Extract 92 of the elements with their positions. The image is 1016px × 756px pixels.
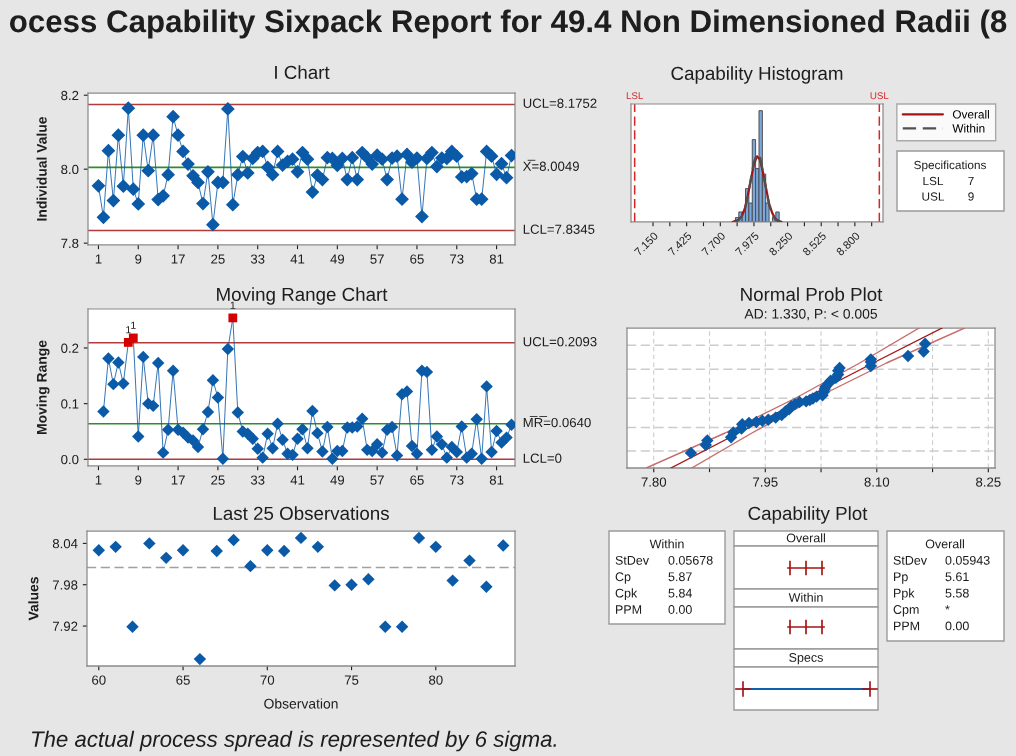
x-tick-label: 60 xyxy=(92,675,106,685)
text: Within xyxy=(788,592,823,602)
annotation: 1 xyxy=(126,326,131,334)
y-tick-label: 0.0 xyxy=(61,454,79,465)
text: StDev xyxy=(615,555,649,565)
x-tick-label: 70 xyxy=(260,675,275,685)
text: StDev xyxy=(893,555,927,565)
y-tick-label: 0.1 xyxy=(61,399,79,409)
text: 0.00 xyxy=(945,621,969,631)
x-tick-label: 80 xyxy=(429,675,443,685)
text: 5.61 xyxy=(945,572,969,582)
y-tick-label: 8.0 xyxy=(61,164,79,175)
y-tick-label: 7.92 xyxy=(52,621,78,631)
x-tick-label: 81 xyxy=(489,475,504,485)
text: * xyxy=(945,605,950,610)
x-tick-label: 17 xyxy=(171,475,185,485)
text: ocess Capability Sixpack Report for 49.4 Non Dimensioned Radii (8 xyxy=(9,9,1007,39)
y-tick-label: 7.98 xyxy=(52,580,78,590)
x-axis-title: Observation xyxy=(264,698,338,709)
x-tick-label: 25 xyxy=(211,475,225,485)
x-tick-label: 41 xyxy=(290,475,305,485)
ref-line-label: LCL=7.8345 xyxy=(523,224,595,234)
x-tick-label: 1 xyxy=(95,254,102,264)
text: Overall xyxy=(786,533,825,543)
x-tick-label: 1 xyxy=(95,475,102,485)
ref-line-label: USL xyxy=(870,92,889,100)
text: PPM xyxy=(616,605,642,614)
x-tick-label: 73 xyxy=(450,475,464,485)
x-tick-label: 57 xyxy=(370,254,384,264)
x-tick-label: 41 xyxy=(290,254,305,264)
x-tick-label: 9 xyxy=(135,475,142,485)
text: LSL xyxy=(923,176,944,186)
x-tick-label: 73 xyxy=(450,254,464,264)
text: Capability Plot xyxy=(748,506,868,524)
text: 0.05943 xyxy=(945,555,990,565)
text: 5.87 xyxy=(668,572,692,582)
x-tick-label: 8.25 xyxy=(976,477,1001,487)
x-tick-label: 65 xyxy=(176,675,190,685)
text: PPM xyxy=(894,621,920,631)
text: 5.84 xyxy=(668,588,692,598)
text: Cp xyxy=(615,572,631,584)
chart-title: Capability Histogram xyxy=(671,66,843,84)
x-tick-label: 33 xyxy=(250,475,265,485)
text: 0.05678 xyxy=(668,555,713,565)
text: 7 xyxy=(968,176,974,186)
x-tick-label: 33 xyxy=(250,254,265,264)
x-tick-label: 49 xyxy=(330,475,345,485)
x-tick-label: 7.80 xyxy=(641,477,667,487)
y-axis-title: Moving Range xyxy=(36,340,50,435)
y-tick-label: 7.8 xyxy=(61,238,79,249)
chart-subtitle: AD: 1.330, P: < 0.005 xyxy=(744,308,878,321)
ref-line-label: UCL=0.2093 xyxy=(523,336,597,347)
annotation: 1 xyxy=(131,321,136,329)
x-tick-label: 9 xyxy=(135,254,142,264)
text: Cpk xyxy=(615,588,638,601)
x-tick-label: 75 xyxy=(344,675,359,685)
text: Cpm xyxy=(893,605,919,617)
ref-line-label: LSL xyxy=(626,92,643,100)
text: The actual process spread is represented by 6 sigma. xyxy=(32,730,556,752)
text: Pp xyxy=(894,572,908,584)
y-tick-label: 8.04 xyxy=(52,538,78,549)
y-axis-title: Values xyxy=(28,577,39,621)
text: Specs xyxy=(789,653,823,665)
chart-title: Normal Prob Plot xyxy=(741,287,883,302)
ref-line-label: X̅=8.0049 xyxy=(522,159,579,171)
x-tick-label: 25 xyxy=(211,254,225,264)
text: Ppk xyxy=(894,588,915,601)
legend-label: Within xyxy=(952,123,985,133)
text: Specifications xyxy=(914,160,986,172)
ref-line-label: LCL=0 xyxy=(523,453,562,463)
legend-label: Overall xyxy=(952,109,989,119)
x-tick-label: 17 xyxy=(171,254,185,264)
x-tick-label: 49 xyxy=(330,254,345,264)
x-tick-label: 7.95 xyxy=(753,477,778,487)
text: 5.58 xyxy=(945,588,969,598)
y-tick-label: 8.2 xyxy=(61,90,79,101)
text: 9 xyxy=(968,192,974,201)
chart-title: Last 25 Observations xyxy=(213,506,389,521)
x-tick-label: 8.10 xyxy=(864,477,890,487)
x-tick-label: 65 xyxy=(410,254,424,264)
x-tick-label: 57 xyxy=(370,475,384,485)
text: Within xyxy=(649,539,684,549)
y-tick-label: 0.2 xyxy=(61,343,79,353)
text: 0.00 xyxy=(668,605,692,614)
chart-title: I Chart xyxy=(275,65,330,80)
text: USL xyxy=(922,192,945,201)
ref-line-label: M̅R̅=0.0640 xyxy=(523,416,591,428)
ref-line-label: UCL=8.1752 xyxy=(523,98,597,108)
x-tick-label: 65 xyxy=(410,475,424,485)
y-axis-title: Individual Value xyxy=(36,116,47,221)
text: Overall xyxy=(925,539,964,549)
x-tick-label: 81 xyxy=(489,254,504,264)
